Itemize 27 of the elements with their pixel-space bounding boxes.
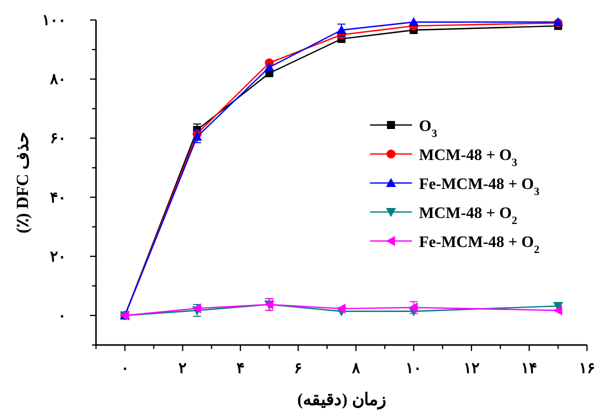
y-tick-label: ۶۰ (50, 131, 66, 148)
legend-label: Fe-MCM-48 + O$_{3}$ (419, 176, 540, 198)
x-tick-label: ۰ (120, 361, 129, 377)
x-tick-label: ۱۲ (463, 361, 480, 377)
legend-label: Fe-MCM-48 + O$_{2}$ (419, 234, 540, 256)
x-axis-title: زمان (دقیقه) (297, 390, 386, 410)
point (408, 17, 419, 26)
legend-label: MCM-48 + O$_{2}$ (419, 205, 518, 227)
legend-label: MCM-48 + O$_{3}$ (419, 147, 518, 169)
y-axis-title: حذف DFC (٪) (13, 132, 32, 234)
y-tick-label: ۴۰ (50, 190, 66, 206)
x-tick-label: ۶ (294, 361, 302, 377)
point (336, 304, 346, 314)
x-tick-label: ۴ (236, 361, 244, 377)
point (192, 303, 202, 314)
point (553, 305, 562, 316)
x-tick-label: ۱۶ (579, 361, 595, 377)
y-tick-label: ۱۰۰ (42, 13, 66, 29)
y-tick-label: ۲۰ (50, 249, 66, 266)
y-tick-label: ۸۰ (49, 72, 66, 88)
x-tick-label: ۱۴ (521, 361, 538, 377)
point (264, 62, 274, 72)
x-tick-label: ۱۰ (406, 361, 422, 377)
y-tick-label: ۰ (58, 308, 66, 324)
legend-label: O$_{3}$ (419, 118, 438, 140)
x-tick-label: ۲ (178, 361, 187, 377)
x-tick-label: ۸ (350, 361, 361, 377)
